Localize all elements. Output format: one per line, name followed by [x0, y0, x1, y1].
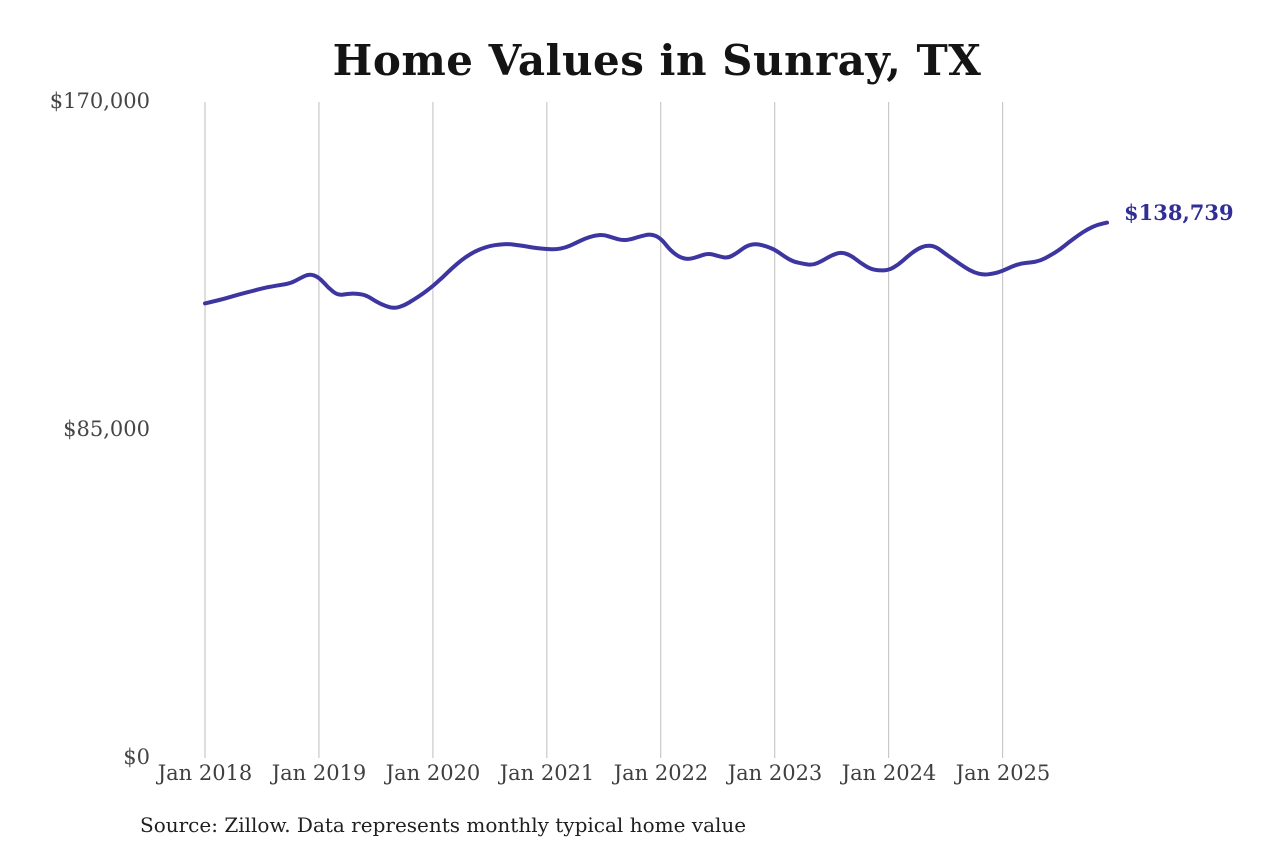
x-tick-label: Jan 2024 — [841, 761, 937, 785]
y-tick-label: $170,000 — [49, 89, 150, 113]
home-value-line — [203, 220, 1109, 310]
source-note: Source: Zillow. Data represents monthly … — [140, 813, 747, 837]
y-tick-label: $85,000 — [63, 417, 150, 441]
current-value-label: $138,739 — [1124, 200, 1234, 225]
x-tick-label: Jan 2022 — [613, 761, 709, 785]
x-tick-label: Jan 2020 — [385, 761, 481, 785]
y-tick-label: $0 — [123, 745, 150, 769]
x-tick-label: Jan 2018 — [157, 761, 253, 785]
x-tick-label: Jan 2019 — [271, 761, 367, 785]
x-tick-label: Jan 2021 — [499, 761, 595, 785]
x-tick-label: Jan 2023 — [727, 761, 823, 785]
chart-title: Home Values in Sunray, TX — [332, 36, 982, 85]
x-tick-label: Jan 2025 — [955, 761, 1051, 785]
vertical-gridlines — [204, 102, 1004, 758]
